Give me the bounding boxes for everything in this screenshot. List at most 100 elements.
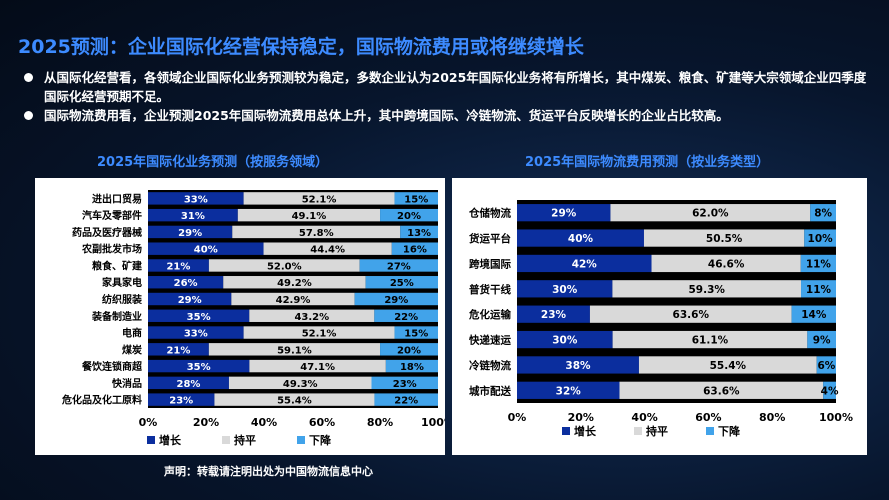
category-label: 农副批发市场 bbox=[81, 243, 142, 256]
data-label: 32% bbox=[556, 385, 582, 397]
data-label: 16% bbox=[403, 245, 427, 256]
data-label: 61.1% bbox=[692, 335, 729, 347]
bar-segment bbox=[208, 343, 381, 356]
data-label: 18% bbox=[400, 362, 424, 373]
business-type-chart: 仓储物流 29% 62.0% 8% 货运平台 40% 50.5% 10% 跨境国际 42% 46.6… bbox=[468, 200, 853, 438]
bar-segment bbox=[517, 204, 611, 222]
data-label: 29% bbox=[178, 228, 202, 239]
legend-swatch bbox=[634, 427, 642, 435]
legend-swatch bbox=[562, 427, 570, 435]
data-label: 46.6% bbox=[708, 258, 745, 270]
bar-segment bbox=[148, 208, 238, 222]
bar-segment bbox=[638, 356, 817, 374]
category-label: 药品及医疗器械 bbox=[72, 226, 142, 239]
bar-segment bbox=[651, 254, 801, 273]
bar-segment bbox=[374, 393, 438, 406]
data-label: 47.1% bbox=[300, 362, 335, 373]
bar-segment bbox=[517, 356, 639, 374]
x-tick-label: 80% bbox=[367, 416, 393, 429]
bar-segment bbox=[385, 359, 438, 373]
service-domain-chart: 进出口贸易 33% 52.1% 15% 汽车及零部件 31% 49.1% 20% 药品及医疗器械… bbox=[62, 190, 445, 447]
category-label: 餐饮连锁商超 bbox=[81, 360, 143, 373]
bar-segment bbox=[517, 305, 590, 323]
category-label: 纺织服装 bbox=[102, 293, 142, 306]
data-label: 49.1% bbox=[292, 211, 327, 222]
bar-segment bbox=[148, 225, 233, 239]
category-label: 家具家电 bbox=[102, 276, 142, 289]
x-tick-label: 40% bbox=[631, 411, 657, 424]
data-label: 62.0% bbox=[692, 208, 729, 220]
chart-title-right: 2025年国际物流费用预测（按业务类型） bbox=[525, 155, 770, 170]
data-label: 59.3% bbox=[688, 284, 725, 296]
category-label: 普货干线 bbox=[469, 283, 511, 296]
bar-segment bbox=[391, 242, 438, 255]
data-label: 15% bbox=[404, 329, 428, 340]
category-label: 装备制造业 bbox=[91, 310, 142, 323]
bar-segment bbox=[400, 225, 438, 239]
x-tick-label: 60% bbox=[309, 416, 335, 429]
bar-segment bbox=[816, 356, 836, 374]
x-tick-label: 60% bbox=[695, 411, 721, 424]
bar-segment bbox=[791, 305, 836, 323]
bar-segment bbox=[359, 259, 438, 272]
data-label: 59.1% bbox=[277, 345, 312, 356]
data-label: 49.2% bbox=[277, 278, 312, 289]
data-label: 22% bbox=[394, 396, 418, 407]
data-label: 23% bbox=[169, 396, 193, 407]
category-label: 煤炭 bbox=[122, 343, 142, 356]
bar-segment bbox=[148, 242, 264, 255]
data-label: 43.2% bbox=[294, 312, 329, 323]
bar-segment bbox=[148, 276, 224, 289]
data-label: 55.4% bbox=[710, 360, 747, 372]
bar-segment bbox=[807, 330, 836, 349]
bar-segment bbox=[643, 229, 805, 247]
bar-segment bbox=[148, 192, 244, 205]
legend-label: 持平 bbox=[234, 433, 256, 447]
legend-label: 持平 bbox=[646, 424, 668, 438]
bar-segment bbox=[263, 242, 392, 255]
bar-segment bbox=[148, 376, 229, 390]
data-label: 20% bbox=[397, 211, 421, 222]
bar-segment bbox=[517, 381, 620, 399]
bar-segment bbox=[208, 259, 360, 272]
data-label: 28% bbox=[177, 379, 201, 390]
legend-label: 增长 bbox=[159, 433, 182, 447]
data-label: 29% bbox=[551, 208, 577, 220]
bar-segment bbox=[237, 208, 381, 222]
bar-segment bbox=[810, 204, 836, 222]
data-label: 63.6% bbox=[703, 385, 740, 397]
x-tick-label: 40% bbox=[251, 416, 277, 429]
data-label: 11% bbox=[806, 284, 832, 296]
bar-segment bbox=[517, 254, 652, 273]
bullet-item: 从国际化经营看，各领域企业国际化业务预测较为稳定，多数企业认为2025年国际化业… bbox=[22, 68, 877, 106]
category-label: 仓储物流 bbox=[468, 207, 511, 220]
x-tick-label: 0% bbox=[139, 416, 158, 429]
data-label: 33% bbox=[184, 194, 208, 205]
x-tick-label: 100% bbox=[819, 411, 853, 424]
legend-label: 下降 bbox=[718, 424, 741, 438]
bar-segment bbox=[801, 280, 836, 298]
category-label: 货运平台 bbox=[468, 232, 511, 245]
bullet-list: 从国际化经营看，各领域企业国际化业务预测较为稳定，多数企业认为2025年国际化业… bbox=[22, 68, 877, 125]
data-label: 52.1% bbox=[302, 194, 337, 205]
data-label: 35% bbox=[187, 362, 211, 373]
bar-segment bbox=[148, 326, 244, 339]
bar-segment bbox=[804, 229, 836, 247]
bullet-dot bbox=[24, 73, 33, 82]
data-label: 21% bbox=[166, 261, 190, 272]
data-label: 4% bbox=[821, 385, 839, 397]
bar-segment bbox=[380, 343, 438, 356]
chart-panel-right: 仓储物流 29% 62.0% 8% 货运平台 40% 50.5% 10% 跨境国际 42% 46.6… bbox=[452, 178, 867, 455]
data-label: 40% bbox=[194, 245, 218, 256]
bar-segment bbox=[619, 381, 824, 399]
data-label: 25% bbox=[390, 278, 414, 289]
data-label: 52.1% bbox=[302, 329, 337, 340]
category-label: 城市配送 bbox=[469, 384, 511, 397]
bar-segment bbox=[589, 305, 792, 323]
data-label: 29% bbox=[384, 295, 408, 306]
bar-segment bbox=[214, 393, 375, 406]
data-label: 42% bbox=[572, 258, 598, 270]
category-label: 粮食、矿建 bbox=[92, 259, 143, 272]
category-label: 电商 bbox=[122, 327, 142, 340]
data-label: 30% bbox=[552, 335, 578, 347]
